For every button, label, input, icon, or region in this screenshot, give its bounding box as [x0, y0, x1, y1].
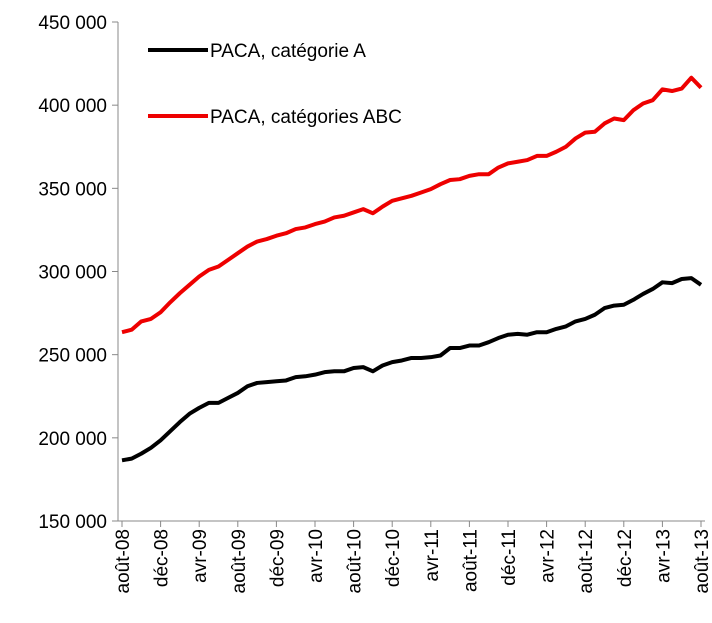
legend-label: PACA, catégories ABC — [210, 107, 402, 128]
legend-label: PACA, catégorie A — [210, 41, 366, 62]
x-tick-label: août-09 — [229, 529, 250, 593]
y-tick-label: 450 000 — [38, 13, 107, 34]
y-tick-label: 150 000 — [38, 512, 107, 533]
y-tick-label: 350 000 — [38, 179, 107, 200]
x-tick-label: avr-11 — [422, 529, 443, 581]
x-tick-label: avr-12 — [538, 529, 559, 583]
y-tick-label: 300 000 — [38, 263, 107, 284]
x-tick-label: août-11 — [460, 529, 481, 592]
y-tick-label: 200 000 — [38, 429, 107, 450]
x-tick-label: avr-09 — [190, 529, 211, 583]
series-line — [121, 75, 703, 335]
x-tick-label: août-12 — [576, 529, 597, 593]
x-tick-label: déc-09 — [267, 529, 288, 587]
x-tick-label: déc-08 — [152, 529, 173, 587]
x-tick-label: avr-10 — [306, 529, 327, 583]
x-tick-label: déc-12 — [615, 529, 636, 587]
x-tick-label: août-10 — [345, 529, 366, 593]
x-tick-label: avr-13 — [653, 529, 674, 583]
y-tick-label: 400 000 — [38, 96, 107, 117]
series-line — [121, 276, 703, 463]
x-tick-label: août-08 — [113, 529, 134, 593]
x-tick-label: août-13 — [692, 529, 712, 593]
x-tick-label: déc-10 — [383, 529, 404, 587]
y-tick-label: 250 000 — [38, 346, 107, 367]
x-tick-label: déc-11 — [499, 529, 520, 586]
